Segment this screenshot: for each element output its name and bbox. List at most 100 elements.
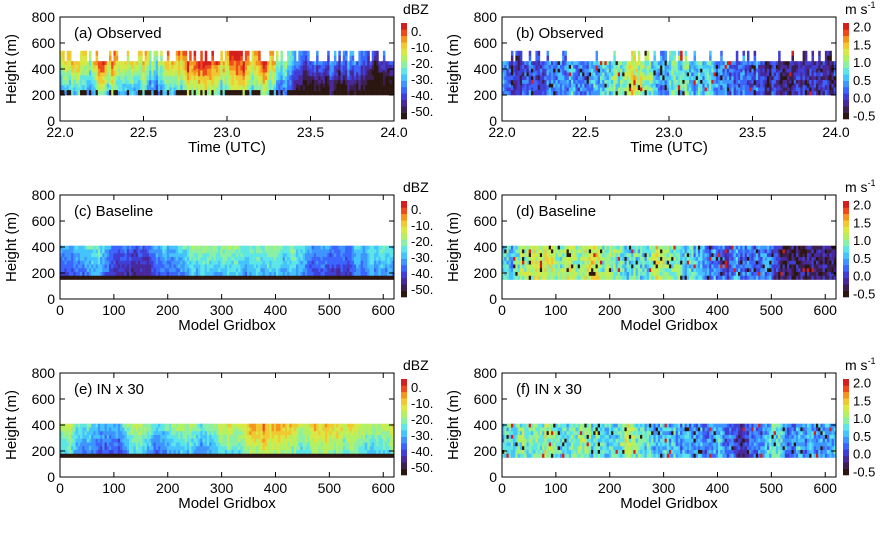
heatmap-cell bbox=[296, 260, 299, 265]
heatmap-cell bbox=[740, 91, 743, 96]
heatmap-cell bbox=[669, 275, 672, 280]
heatmap-cell bbox=[275, 275, 279, 280]
heatmap-cell bbox=[722, 79, 725, 85]
heatmap-cell bbox=[287, 275, 290, 280]
heatmap-cell bbox=[666, 72, 670, 77]
heatmap-cell bbox=[100, 253, 103, 258]
heatmap-cell bbox=[206, 275, 210, 280]
heatmap-cell bbox=[657, 264, 661, 269]
heatmap-cell bbox=[293, 264, 297, 269]
heatmap-cell bbox=[528, 55, 532, 61]
heatmap-cell bbox=[195, 268, 199, 273]
heatmap-cell bbox=[360, 80, 364, 86]
heatmap-cell bbox=[353, 68, 357, 73]
heatmap-cell bbox=[296, 64, 299, 70]
heatmap-cell bbox=[813, 72, 817, 77]
heatmap-cell bbox=[608, 61, 612, 66]
heatmap-cell bbox=[331, 64, 335, 70]
heatmap-cell bbox=[706, 72, 710, 77]
heatmap-cell bbox=[544, 260, 547, 265]
heatmap-cell bbox=[795, 83, 799, 88]
heatmap-cell bbox=[818, 55, 821, 61]
heatmap-cell bbox=[106, 64, 110, 70]
heatmap-cell bbox=[798, 61, 801, 66]
heatmap-cell bbox=[171, 61, 174, 66]
heatmap-cell bbox=[553, 256, 556, 262]
heatmap-cell bbox=[175, 268, 179, 273]
heatmap-cell bbox=[513, 61, 516, 66]
heatmap-cell bbox=[749, 79, 752, 85]
heatmap-cell bbox=[504, 64, 507, 70]
heatmap-cell bbox=[273, 275, 277, 280]
heatmap-cell bbox=[300, 256, 304, 262]
heatmap-cell bbox=[322, 91, 326, 96]
heatmap-cell bbox=[75, 64, 79, 70]
heatmap-cell bbox=[300, 65, 304, 71]
heatmap-cell bbox=[510, 245, 514, 250]
heatmap-cell bbox=[385, 245, 388, 250]
heatmap-cell bbox=[329, 68, 332, 73]
heatmap-cell bbox=[693, 70, 697, 76]
heatmap-cell bbox=[284, 91, 288, 96]
heatmap-cell bbox=[77, 79, 81, 85]
y-tick-label: 600 bbox=[474, 35, 498, 51]
heatmap-cell bbox=[247, 268, 250, 273]
heatmap-cell bbox=[160, 271, 163, 277]
heatmap-cell bbox=[704, 91, 708, 96]
heatmap-cell bbox=[329, 245, 332, 250]
heatmap-cell bbox=[322, 268, 326, 273]
heatmap-cell bbox=[362, 80, 366, 86]
heatmap-cell bbox=[316, 256, 319, 262]
heatmap-cell bbox=[240, 271, 243, 277]
heatmap-cell bbox=[746, 65, 750, 71]
heatmap-cell bbox=[151, 260, 154, 265]
heatmap-cell bbox=[666, 61, 670, 66]
heatmap-cell bbox=[162, 76, 165, 81]
heatmap-cell bbox=[131, 256, 134, 262]
heatmap-cell bbox=[751, 61, 754, 66]
heatmap-cell bbox=[242, 68, 246, 73]
heatmap-cell bbox=[644, 65, 648, 71]
heatmap-cell bbox=[642, 72, 645, 77]
heatmap-cell bbox=[73, 68, 76, 73]
heatmap-cell bbox=[149, 260, 152, 265]
heatmap-cell bbox=[506, 91, 509, 96]
heatmap-cell bbox=[611, 79, 614, 85]
heatmap-cell bbox=[153, 70, 157, 76]
colorbar-tick-label: 0.0 bbox=[853, 91, 871, 106]
colorbar-unit: dBZ bbox=[403, 1, 429, 17]
heatmap-cell bbox=[611, 64, 614, 70]
heatmap-cell bbox=[166, 268, 170, 273]
heatmap-cell bbox=[356, 72, 359, 77]
heatmap-cell bbox=[222, 61, 226, 66]
heatmap-cell bbox=[537, 268, 541, 273]
heatmap-cell bbox=[648, 264, 652, 269]
heatmap-cell bbox=[220, 50, 223, 57]
heatmap-cell bbox=[782, 91, 786, 96]
heatmap-cell bbox=[553, 64, 556, 70]
heatmap-cell bbox=[108, 75, 112, 81]
heatmap-cell bbox=[385, 68, 388, 73]
heatmap-cell bbox=[709, 90, 712, 96]
heatmap-cell bbox=[75, 256, 79, 262]
heatmap-cell bbox=[153, 60, 157, 66]
heatmap-cell bbox=[824, 55, 828, 61]
heatmap-cell bbox=[755, 64, 759, 70]
heatmap-cell bbox=[648, 91, 652, 96]
heatmap-cell bbox=[604, 268, 607, 273]
heatmap-cell bbox=[689, 72, 692, 77]
heatmap-cell bbox=[519, 253, 523, 258]
heatmap-cell bbox=[173, 271, 177, 277]
heatmap-cell bbox=[68, 260, 72, 265]
heatmap-cell bbox=[742, 50, 746, 57]
heatmap-cell bbox=[391, 79, 395, 85]
heatmap-cell bbox=[635, 61, 639, 66]
heatmap-cell bbox=[809, 87, 812, 92]
heatmap-cell bbox=[211, 271, 214, 277]
heatmap-cell bbox=[504, 87, 507, 92]
heatmap-cell bbox=[60, 75, 63, 81]
heatmap-cell bbox=[526, 83, 530, 88]
heatmap-cell bbox=[530, 61, 534, 66]
heatmap-cell bbox=[508, 245, 512, 250]
heatmap-cell bbox=[345, 268, 348, 273]
